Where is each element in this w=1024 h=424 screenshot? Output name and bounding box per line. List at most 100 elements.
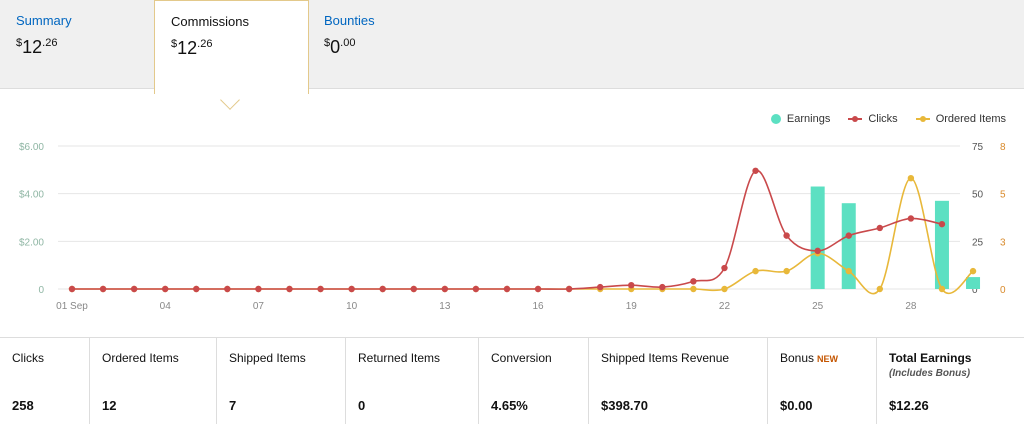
ordered-items-point (845, 267, 852, 275)
tab-commissions-label: Commissions (171, 14, 250, 29)
y-right-clicks-tick-label: 0 (972, 285, 978, 296)
x-tick-label: 19 (626, 301, 638, 312)
summary-tab-bar: Summary $12.26 Commissions $12.26 Bounti… (0, 0, 1024, 94)
y-right-items-tick-label: 3 (1000, 237, 1006, 248)
x-tick-label: 28 (905, 301, 917, 312)
ordered-items-point (876, 285, 884, 293)
legend-clicks-swatch (848, 114, 863, 124)
legend-earnings-swatch (770, 114, 781, 124)
clicks-point (255, 285, 262, 293)
x-tick-label: 22 (719, 301, 731, 312)
legend-ordered-items-label: Ordered Items (935, 113, 1006, 125)
chart-svg: $6.00 $4.00 $2.00 0 75 50 25 0 8 5 3 0 01 Sep 04 07 10 1… (19, 142, 1006, 312)
earnings-bar (810, 186, 825, 289)
y-left-tick-label: $6.00 (19, 142, 44, 153)
stat-bonus-label: Bonus NEW (780, 351, 839, 365)
x-tick-label: 16 (532, 301, 544, 312)
clicks-point (441, 285, 449, 293)
stat-bonus-value: $0.00 (780, 398, 813, 413)
clicks-point (472, 285, 480, 293)
tab-summary-label: Summary (16, 13, 72, 28)
clicks-point (317, 285, 324, 293)
legend-clicks[interactable]: Clicks (848, 113, 898, 125)
clicks-point (348, 285, 355, 293)
tab-commissions-amount: $12.26 (171, 38, 213, 58)
stat-shipped-revenue-value: $398.70 (601, 398, 648, 413)
stat-clicks-value: 258 (12, 398, 34, 413)
clicks-point (814, 247, 821, 255)
x-tick-label: 13 (439, 301, 451, 312)
clicks-point (410, 285, 417, 293)
clicks-line (72, 169, 943, 290)
stat-ordered-items: Ordered Items 12 (90, 338, 217, 424)
legend-earnings-label: Earnings (786, 113, 831, 125)
x-tick-label: 04 (160, 301, 172, 312)
stat-returned-items-value: 0 (358, 398, 366, 413)
y-left-tick-label: $4.00 (19, 190, 44, 201)
clicks-point (783, 232, 790, 239)
stat-shipped-items-value: 7 (229, 398, 237, 413)
y-right-clicks-tick-label: 75 (972, 142, 984, 153)
legend-earnings[interactable]: Earnings (770, 113, 831, 125)
stat-returned-items: Returned Items 0 (346, 338, 479, 424)
y-right-items-tick-label: 8 (1000, 142, 1006, 153)
stat-ordered-items-label: Ordered Items (102, 351, 179, 365)
ordered-items-point (938, 285, 946, 293)
stat-returned-items-label: Returned Items (358, 351, 441, 365)
clicks-point (565, 285, 573, 293)
y-right-clicks-tick-label: 25 (972, 237, 984, 248)
legend-ordered-items[interactable]: Ordered Items (915, 113, 1006, 125)
stat-clicks-label: Clicks (12, 351, 44, 365)
ordered-items-point (907, 174, 915, 182)
tab-bounties-label: Bounties (324, 13, 375, 28)
clicks-point (68, 285, 76, 293)
clicks-point (876, 224, 884, 232)
earnings-bar (841, 203, 856, 289)
y-right-clicks-tick-label: 50 (972, 190, 984, 201)
clicks-point (752, 167, 759, 174)
clicks-point (721, 264, 728, 272)
stat-total-earnings-label: Total Earnings (889, 351, 972, 365)
stat-ordered-items-value: 12 (102, 398, 117, 413)
legend-clicks-label: Clicks (868, 113, 898, 125)
stat-shipped-items-label: Shipped Items (229, 351, 306, 365)
x-tick-label: 07 (253, 301, 265, 312)
earnings-bar (966, 277, 981, 289)
stats-row: Clicks 258 Ordered Items 12 Shipped Item… (0, 337, 1024, 424)
clicks-point (659, 283, 666, 291)
clicks-point (938, 220, 946, 228)
tab-bounties[interactable]: Bounties $0.00 (308, 0, 468, 89)
tab-commissions[interactable]: Commissions $12.26 (154, 0, 309, 94)
ordered-items-point (690, 285, 697, 293)
clicks-point (224, 285, 231, 293)
chart-legend: Earnings Clicks Ordered Items (770, 113, 1006, 125)
clicks-point (130, 285, 138, 293)
x-tick-label: 01 Sep (56, 301, 88, 312)
y-left-tick-label: $2.00 (19, 237, 44, 248)
tab-summary[interactable]: Summary $12.26 (0, 0, 154, 89)
clicks-point (99, 285, 107, 293)
y-right-items-tick-label: 0 (1000, 285, 1006, 296)
legend-ordered-items-swatch (915, 114, 930, 124)
earnings-chart: $6.00 $4.00 $2.00 0 75 50 25 0 8 5 3 0 01 Sep 04 07 10 1… (0, 90, 1024, 337)
ordered-items-point (721, 285, 728, 293)
clicks-point (503, 285, 511, 293)
stat-shipped-revenue-label: Shipped Items Revenue (601, 351, 730, 365)
stat-shipped-items-revenue: Shipped Items Revenue $398.70 (589, 338, 768, 424)
clicks-point (690, 278, 697, 285)
stat-clicks: Clicks 258 (0, 338, 90, 424)
clicks-point (286, 285, 293, 293)
stat-conversion-value: 4.65% (491, 398, 528, 413)
x-tick-label: 10 (346, 301, 358, 312)
stat-total-earnings-value: $12.26 (889, 398, 929, 413)
ordered-items-point (969, 267, 977, 275)
stat-total-earnings: Total Earnings (Includes Bonus) $12.26 (877, 338, 1024, 424)
ordered-items-point (783, 267, 790, 275)
tab-summary-amount: $12.26 (16, 37, 58, 57)
y-right-items-tick-label: 5 (1000, 190, 1006, 201)
stat-shipped-items: Shipped Items 7 (217, 338, 346, 424)
ordered-items-line (72, 177, 974, 295)
x-tick-label: 25 (812, 301, 824, 312)
ordered-items-point (752, 267, 759, 275)
stat-conversion-label: Conversion (491, 351, 552, 365)
